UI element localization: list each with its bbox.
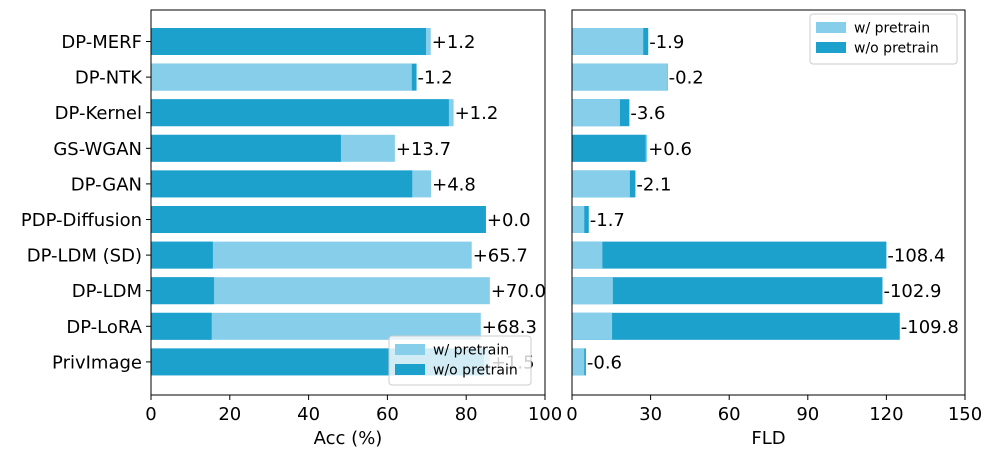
legend-swatch [395,364,425,375]
x-tick-label: 40 [297,404,320,425]
bar-without-pretrain [151,312,212,340]
bar-with-pretrain [572,99,620,127]
legend-swatch [816,42,846,53]
bar-diff-label: -1.2 [418,68,453,89]
bar-diff-label: -1.7 [590,210,625,231]
x-tick-label: 0 [145,404,156,425]
x-tick-label: 20 [218,404,241,425]
bar-without-pretrain [151,277,215,305]
legend-swatch [816,22,846,33]
bar-with-pretrain [572,63,668,91]
x-tick-label: 60 [376,404,399,425]
y-tick-label: DP-GAN [71,174,142,195]
y-tick-label: DP-Kernel [55,103,142,124]
legend-box [809,13,958,65]
bar-diff-label: -0.2 [669,68,704,89]
legend-swatch [395,344,425,355]
bar-with-pretrain [572,348,585,376]
bar-diff-label: +68.3 [482,317,537,338]
bar-diff-label: -109.8 [901,317,959,338]
bar-diff-label: -0.6 [587,352,622,373]
x-tick-label: 0 [566,404,577,425]
bar-diff-label: +1.2 [432,32,476,53]
bar-diff-label: +70.0 [491,281,546,302]
x-tick-label: 30 [639,404,662,425]
bar-without-pretrain [151,206,486,233]
bar-with-pretrain [572,277,613,305]
bar-without-pretrain [151,241,213,269]
x-tick-label: 80 [455,404,478,425]
x-axis-title: FLD [751,428,785,449]
bar-with-pretrain [572,206,585,233]
bar-diff-label: +4.8 [432,174,476,195]
y-tick-label: PDP-Diffusion [21,210,142,231]
x-tick-label: 90 [796,404,819,425]
y-tick-label: GS-WGAN [53,139,142,160]
x-tick-label: 100 [528,404,562,425]
axes-frame [150,9,546,396]
bar-diff-label: +13.7 [396,139,451,160]
bar-with-pretrain [572,241,603,269]
bar-without-pretrain [572,277,883,305]
bar-without-pretrain [151,99,449,127]
x-tick-label: 60 [718,404,741,425]
y-tick-label: DP-MERF [61,32,142,53]
bar-without-pretrain [151,28,427,55]
legend-entry: w/o pretrain [854,41,939,57]
bar-diff-label: -2.1 [636,174,671,195]
bar-diff-label: -3.6 [630,103,665,124]
legend-entry: w/o pretrain [433,363,518,379]
y-tick-label: PrivImage [52,352,142,373]
bar-diff-label: +0.0 [487,210,531,231]
legend-entry: w/ pretrain [854,21,930,37]
y-tick-label: DP-LoRA [66,317,142,338]
bar-diff-label: -102.9 [883,281,941,302]
chart-panel-2: -1.9 -0.2-3.6 +0.6 -2.1 -1.7 -108.4 -102.9 -109… [566,9,982,449]
legend: w/ pretrain w/o pretrain [809,13,958,65]
x-tick-label: 150 [948,404,982,425]
bar-with-pretrain [572,170,630,198]
legend: w/ pretrain w/o pretrain [388,335,532,386]
bar-diff-label: +0.6 [648,139,692,160]
bar-with-pretrain [151,63,412,91]
bar-without-pretrain [572,241,887,269]
bar-diff-label: -108.4 [887,246,945,267]
bar-diff-label: +65.7 [473,246,528,267]
bar-with-pretrain [572,312,613,340]
bar-without-pretrain [151,170,413,198]
bar-without-pretrain [572,312,900,340]
axes-frame [571,9,966,396]
bar-diff-label: +1.2 [455,103,499,124]
bar-with-pretrain [572,28,644,55]
bar-without-pretrain [572,134,646,162]
bar-diff-label: -1.9 [649,32,684,53]
y-tick-label: DP-LDM [72,281,142,302]
y-tick-label: DP-NTK [75,68,143,89]
legend-entry: w/ pretrain [433,343,509,359]
y-tick-label: DP-LDM (SD) [27,246,142,267]
x-tick-label: 120 [869,404,903,425]
bar-without-pretrain [151,134,341,162]
chart-panel-1: +1.2-1.2+1.2+13.7+4.8+0.0+65.7+70.0+68.3… [21,9,562,449]
x-axis-title: Acc (%) [314,428,383,449]
